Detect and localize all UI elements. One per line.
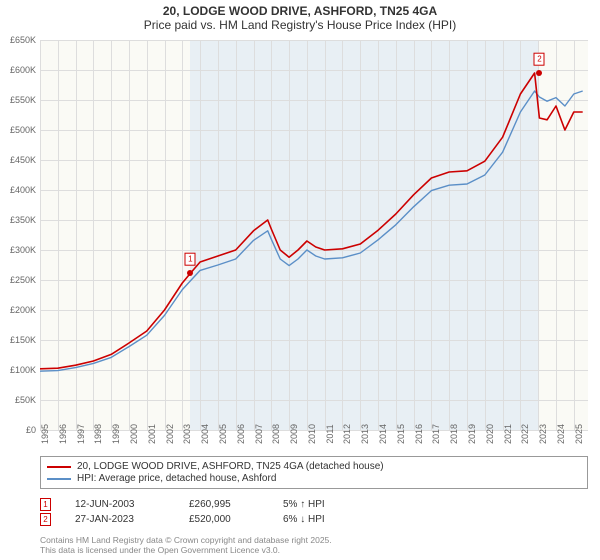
y-axis-label: £0	[26, 425, 36, 435]
y-axis-label: £400K	[10, 185, 36, 195]
legend-item: 20, LODGE WOOD DRIVE, ASHFORD, TN25 4GA …	[47, 461, 581, 472]
y-axis-label: £350K	[10, 215, 36, 225]
legend-label: 20, LODGE WOOD DRIVE, ASHFORD, TN25 4GA …	[77, 461, 384, 472]
legend-swatch	[47, 466, 71, 468]
legend-item: HPI: Average price, detached house, Ashf…	[47, 473, 581, 484]
legend-label: HPI: Average price, detached house, Ashf…	[77, 473, 276, 484]
footer-line: This data is licensed under the Open Gov…	[40, 546, 332, 556]
transaction-price: £260,995	[189, 499, 259, 510]
legend-box: 20, LODGE WOOD DRIVE, ASHFORD, TN25 4GA …	[40, 456, 588, 489]
transaction-date: 12-JUN-2003	[75, 499, 165, 510]
transaction-delta: 6% ↓ HPI	[283, 514, 363, 525]
footer-attribution: Contains HM Land Registry data © Crown c…	[40, 536, 332, 556]
y-axis-label: £450K	[10, 155, 36, 165]
chart-figure: 20, LODGE WOOD DRIVE, ASHFORD, TN25 4GA …	[0, 0, 600, 560]
marker-dot	[187, 270, 193, 276]
legend-swatch	[47, 478, 71, 480]
y-axis-label: £650K	[10, 35, 36, 45]
marker-label: 1	[185, 253, 196, 266]
series-line	[40, 91, 583, 371]
transaction-date: 27-JAN-2023	[75, 514, 165, 525]
transaction-delta: 5% ↑ HPI	[283, 499, 363, 510]
y-axis-label: £250K	[10, 275, 36, 285]
transactions-table: 1 12-JUN-2003 £260,995 5% ↑ HPI 2 27-JAN…	[40, 496, 363, 528]
transaction-price: £520,000	[189, 514, 259, 525]
y-axis-label: £550K	[10, 95, 36, 105]
y-axis-label: £100K	[10, 365, 36, 375]
title-address: 20, LODGE WOOD DRIVE, ASHFORD, TN25 4GA	[0, 4, 600, 18]
y-axis-label: £50K	[15, 395, 36, 405]
y-axis-label: £500K	[10, 125, 36, 135]
chart-plot-area: £0£50K£100K£150K£200K£250K£300K£350K£400…	[40, 40, 588, 430]
title-subtitle: Price paid vs. HM Land Registry's House …	[0, 18, 600, 32]
transaction-row: 1 12-JUN-2003 £260,995 5% ↑ HPI	[40, 498, 363, 511]
y-axis-label: £150K	[10, 335, 36, 345]
transaction-marker: 1	[40, 498, 51, 511]
chart-svg	[40, 40, 588, 430]
series-line	[40, 73, 583, 369]
y-axis-label: £300K	[10, 245, 36, 255]
transaction-row: 2 27-JAN-2023 £520,000 6% ↓ HPI	[40, 513, 363, 526]
y-axis-label: £600K	[10, 65, 36, 75]
marker-label: 2	[534, 53, 545, 66]
transaction-marker: 2	[40, 513, 51, 526]
y-axis-label: £200K	[10, 305, 36, 315]
marker-dot	[536, 70, 542, 76]
title-block: 20, LODGE WOOD DRIVE, ASHFORD, TN25 4GA …	[0, 0, 600, 34]
